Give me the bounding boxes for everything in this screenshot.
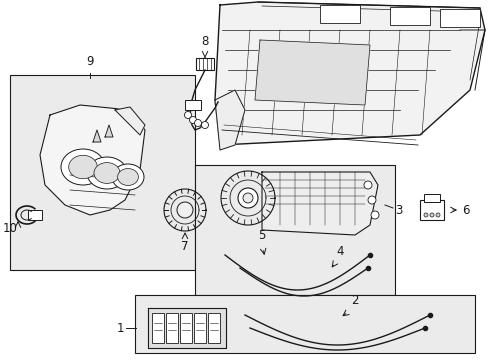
Ellipse shape (87, 157, 127, 189)
Ellipse shape (94, 163, 120, 183)
Polygon shape (105, 125, 113, 137)
Circle shape (184, 112, 191, 118)
Circle shape (177, 202, 193, 218)
Circle shape (423, 213, 427, 217)
Polygon shape (215, 90, 244, 150)
Circle shape (189, 117, 196, 123)
Bar (389, 7, 429, 25)
Bar (195, 165, 394, 295)
Text: 8: 8 (201, 35, 208, 48)
Bar (184, 100, 201, 110)
Polygon shape (93, 130, 101, 142)
Bar (28, 210, 42, 220)
Bar (419, 200, 443, 220)
Polygon shape (254, 40, 369, 105)
Bar (196, 58, 214, 70)
Circle shape (429, 213, 433, 217)
Polygon shape (262, 172, 377, 235)
Circle shape (243, 193, 252, 203)
Text: 6: 6 (461, 203, 468, 216)
Text: 4: 4 (336, 245, 343, 258)
Text: 5: 5 (258, 229, 265, 242)
Bar (10, 75, 195, 270)
Text: 10: 10 (2, 221, 18, 234)
Circle shape (201, 122, 208, 129)
Bar (180, 313, 192, 343)
Circle shape (363, 181, 371, 189)
Bar (165, 313, 178, 343)
Circle shape (238, 188, 258, 208)
Circle shape (367, 196, 375, 204)
Bar (319, 5, 359, 23)
Bar (194, 313, 205, 343)
Bar (439, 9, 479, 27)
Ellipse shape (61, 149, 105, 185)
Text: 7: 7 (181, 240, 188, 253)
Bar (423, 194, 439, 202)
Ellipse shape (68, 155, 97, 179)
Text: 9: 9 (86, 55, 94, 68)
Bar (152, 313, 163, 343)
Circle shape (435, 213, 439, 217)
Text: 2: 2 (350, 294, 358, 307)
Circle shape (194, 120, 201, 126)
Polygon shape (115, 107, 145, 135)
Text: 1: 1 (116, 321, 124, 334)
Ellipse shape (117, 168, 138, 185)
Bar (207, 313, 220, 343)
Bar (135, 295, 474, 353)
Polygon shape (215, 2, 484, 145)
Circle shape (370, 211, 378, 219)
Polygon shape (40, 105, 145, 215)
Ellipse shape (112, 164, 143, 190)
Polygon shape (148, 308, 225, 348)
Text: 3: 3 (394, 203, 402, 216)
